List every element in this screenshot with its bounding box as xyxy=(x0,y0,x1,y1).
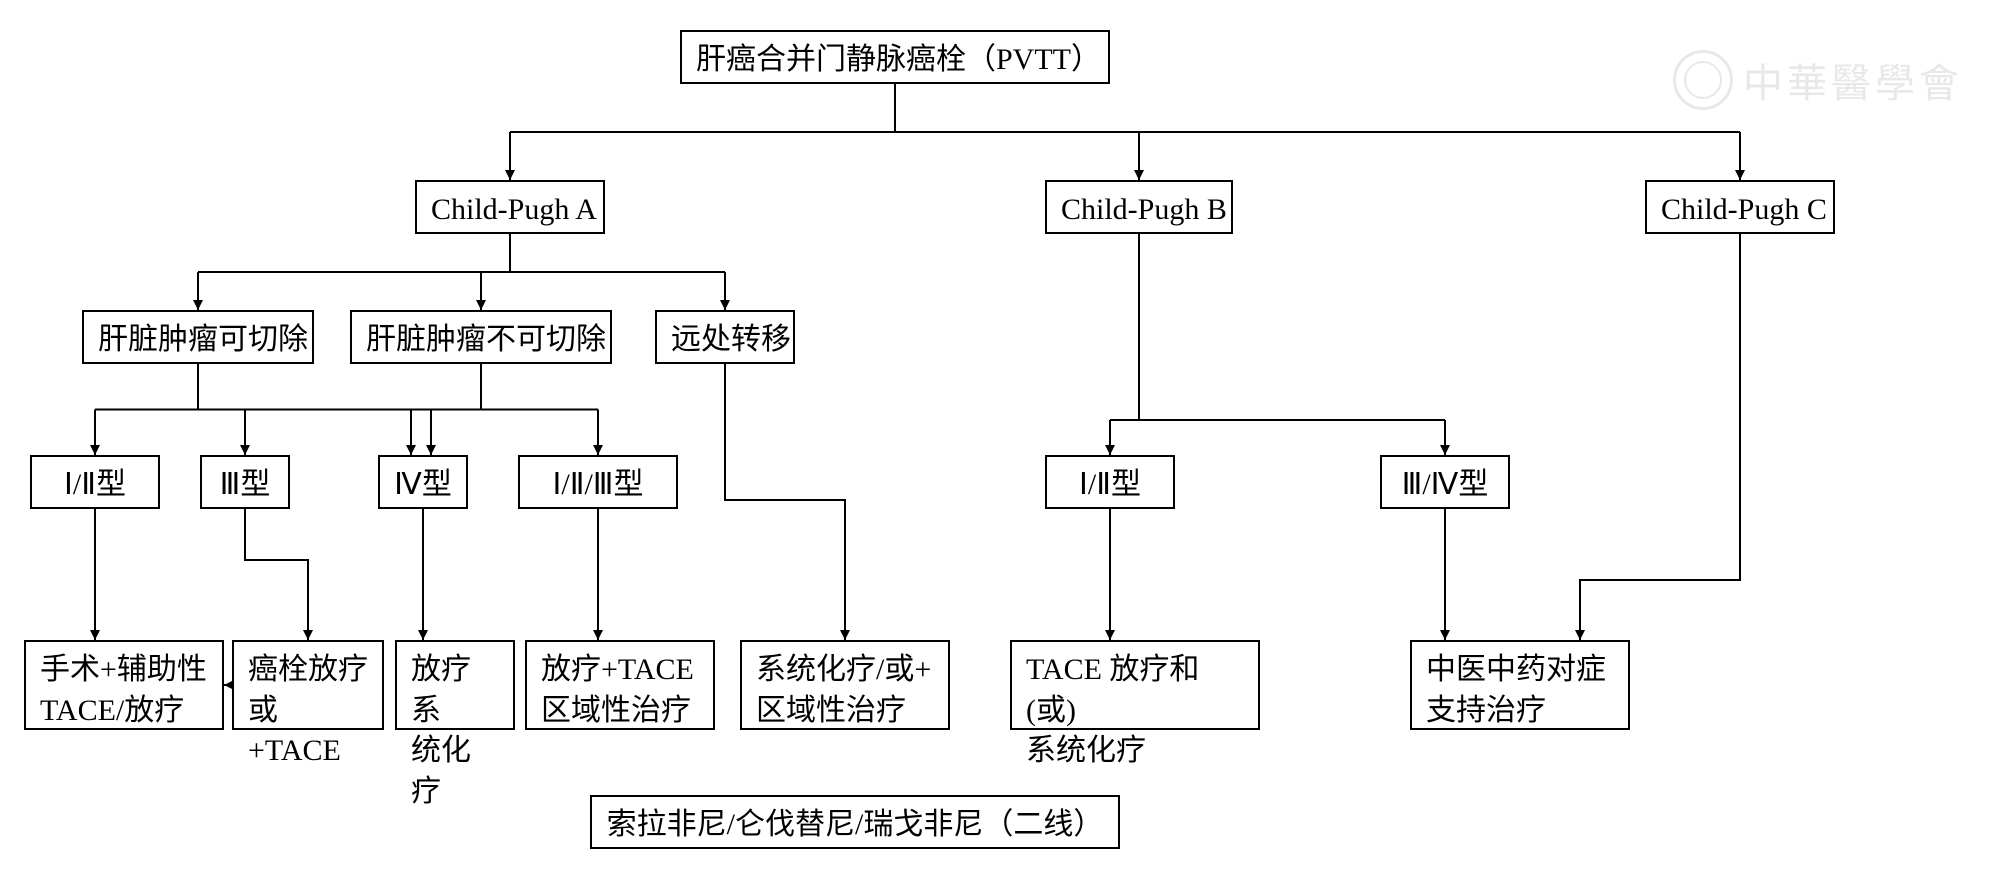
node-t3-label: Ⅲ型 xyxy=(220,468,271,501)
node-treatment-6: TACE 放疗和(或)系统化疗 xyxy=(1010,640,1260,730)
node-resectable: 肝脏肿瘤可切除 xyxy=(82,310,314,364)
node-tx1-label: 手术+辅助性TACE/放疗 xyxy=(40,653,207,727)
node-childpugh-a: Child-Pugh A xyxy=(415,180,605,234)
node-unresectable: 肝脏肿瘤不可切除 xyxy=(350,310,612,364)
node-treatment-5: 系统化疗/或+区域性治疗 xyxy=(740,640,950,730)
node-tx3-label: 放疗系统化疗 xyxy=(411,653,471,808)
node-cpc-label: Child-Pugh C xyxy=(1661,193,1827,226)
watermark: 中華醫學會 xyxy=(1673,50,1963,110)
node-childpugh-c: Child-Pugh C xyxy=(1645,180,1835,234)
node-type-3-4: Ⅲ/Ⅳ型 xyxy=(1380,455,1510,509)
node-type-1-2-3: Ⅰ/Ⅱ/Ⅲ型 xyxy=(518,455,678,509)
node-treatment-3: 放疗系统化疗 xyxy=(395,640,515,730)
node-treatment-1: 手术+辅助性TACE/放疗 xyxy=(24,640,224,730)
node-drugs-label: 索拉非尼/仑伐替尼/瑞戈非尼（二线） xyxy=(607,808,1104,841)
node-root: 肝癌合并门静脉癌栓（PVTT） xyxy=(680,30,1110,84)
node-type-4: Ⅳ型 xyxy=(378,455,468,509)
node-t123-label: Ⅰ/Ⅱ/Ⅲ型 xyxy=(553,468,644,501)
node-tx5-label: 系统化疗/或+区域性治疗 xyxy=(756,653,931,727)
node-meta-label: 远处转移 xyxy=(671,323,791,356)
node-cpb-label: Child-Pugh B xyxy=(1061,193,1227,226)
node-tx4-label: 放疗+TACE区域性治疗 xyxy=(541,653,694,727)
node-treatment-7: 中医中药对症支持治疗 xyxy=(1410,640,1630,730)
node-cpa-label: Child-Pugh A xyxy=(431,193,597,226)
watermark-text: 中華醫學會 xyxy=(1743,51,1963,109)
node-metastasis: 远处转移 xyxy=(655,310,795,364)
node-tx6-label: TACE 放疗和(或)系统化疗 xyxy=(1026,653,1199,767)
node-root-label: 肝癌合并门静脉癌栓（PVTT） xyxy=(696,43,1101,76)
node-treatment-2: 癌栓放疗或+TACE xyxy=(232,640,384,730)
node-type-1-2-a: Ⅰ/Ⅱ型 xyxy=(30,455,160,509)
node-t12b-label: Ⅰ/Ⅱ型 xyxy=(1079,468,1141,501)
node-tx2-label: 癌栓放疗或+TACE xyxy=(248,653,368,767)
node-type-1-2-b: Ⅰ/Ⅱ型 xyxy=(1045,455,1175,509)
watermark-logo-icon xyxy=(1673,50,1733,110)
node-t12a-label: Ⅰ/Ⅱ型 xyxy=(64,468,126,501)
node-unres-label: 肝脏肿瘤不可切除 xyxy=(366,323,606,356)
node-childpugh-b: Child-Pugh B xyxy=(1045,180,1233,234)
node-t34-label: Ⅲ/Ⅳ型 xyxy=(1402,468,1489,501)
node-t4-label: Ⅳ型 xyxy=(394,468,452,501)
node-treatment-4: 放疗+TACE区域性治疗 xyxy=(525,640,715,730)
node-tx7-label: 中医中药对症支持治疗 xyxy=(1426,653,1606,727)
node-type-3: Ⅲ型 xyxy=(200,455,290,509)
node-resect-label: 肝脏肿瘤可切除 xyxy=(98,323,308,356)
node-drugs: 索拉非尼/仑伐替尼/瑞戈非尼（二线） xyxy=(590,795,1120,849)
